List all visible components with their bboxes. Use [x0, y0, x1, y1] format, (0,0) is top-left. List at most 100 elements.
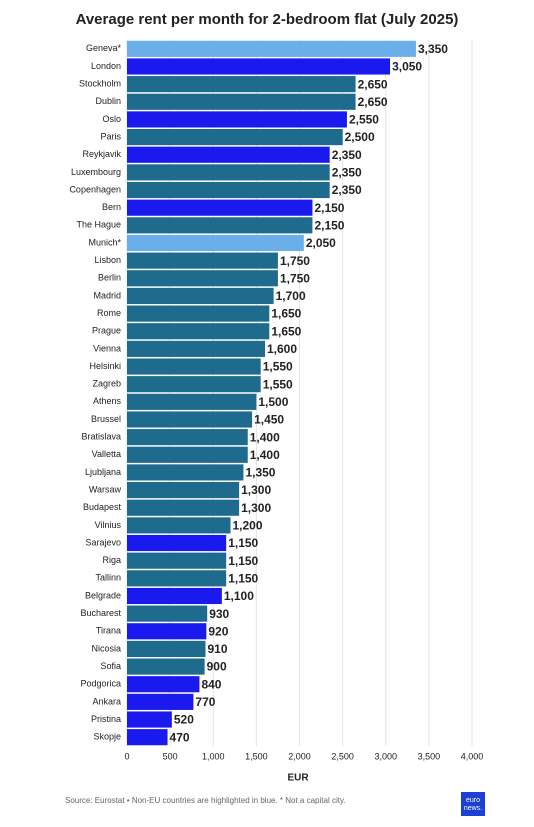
y-tick-label: Vilnius	[95, 520, 122, 530]
value-label: 1,550	[263, 377, 293, 391]
y-tick-label: Bratislava	[81, 432, 121, 442]
bar	[127, 693, 194, 710]
y-tick-label: Vienna	[93, 343, 121, 353]
chart-title: Average rent per month for 2-bedroom fla…	[76, 11, 459, 28]
value-label: 840	[201, 677, 221, 691]
y-tick-label: Sarajevo	[85, 537, 121, 547]
bar	[127, 376, 261, 393]
bar	[127, 446, 248, 463]
value-label: 2,350	[332, 148, 362, 162]
bar	[127, 217, 313, 234]
y-tick-label: Madrid	[93, 290, 121, 300]
value-label: 1,150	[228, 536, 258, 550]
value-label: 900	[207, 660, 227, 674]
x-tick-label: 1,000	[202, 751, 225, 761]
y-tick-label: Luxembourg	[71, 167, 121, 177]
y-tick-label: Helsinki	[89, 361, 121, 371]
y-tick-label: Sofia	[100, 661, 121, 671]
x-tick-label: 0	[124, 751, 129, 761]
x-tick-label: 2,500	[331, 751, 354, 761]
value-label: 2,150	[314, 218, 344, 232]
value-label: 1,150	[228, 571, 258, 585]
bar	[127, 270, 278, 287]
value-label: 1,750	[280, 254, 310, 268]
bar	[127, 323, 270, 340]
y-tick-label: Dublin	[95, 96, 121, 106]
y-tick-label: Brussel	[91, 414, 121, 424]
bar	[127, 676, 200, 693]
x-tick-label: 3,000	[374, 751, 397, 761]
value-label: 520	[174, 713, 194, 727]
y-tick-label: Athens	[93, 396, 122, 406]
value-label: 1,450	[254, 413, 284, 427]
y-tick-label: Zagreb	[92, 379, 121, 389]
y-tick-label: Geneva*	[86, 43, 122, 53]
value-label: 1,400	[250, 430, 280, 444]
y-tick-label: London	[91, 61, 121, 71]
value-label: 470	[170, 730, 190, 744]
y-tick-label: Paris	[100, 131, 121, 141]
bar	[127, 358, 261, 375]
value-label: 2,050	[306, 236, 336, 250]
value-label: 770	[195, 695, 215, 709]
source: Source: Eurostat • Non-EU countries are …	[65, 796, 346, 805]
bar	[127, 58, 391, 75]
bar	[127, 534, 227, 552]
value-label: 2,350	[332, 183, 362, 197]
bar	[127, 729, 168, 746]
bar	[127, 711, 172, 728]
value-label: 1,550	[263, 360, 293, 374]
y-tick-label: Riga	[102, 555, 121, 565]
bar	[127, 429, 248, 446]
bar	[127, 552, 227, 569]
value-label: 3,050	[392, 60, 422, 74]
value-label: 1,350	[245, 466, 275, 480]
bar	[127, 199, 313, 216]
bar	[127, 40, 416, 57]
bar	[127, 111, 347, 128]
y-tick-label: Pristina	[91, 714, 121, 724]
value-label: 1,200	[233, 519, 263, 533]
x-tick-label: 1,500	[245, 751, 268, 761]
bar	[127, 287, 274, 304]
bar	[127, 464, 244, 481]
bar	[127, 658, 205, 675]
bar	[127, 587, 222, 605]
value-label: 1,500	[258, 395, 288, 409]
value-label: 2,650	[358, 77, 388, 91]
value-label: 1,650	[271, 324, 301, 338]
value-label: 1,750	[280, 271, 310, 285]
bar	[127, 181, 330, 199]
bar	[127, 164, 330, 181]
bar	[127, 305, 270, 322]
y-tick-label: Munich*	[88, 237, 121, 247]
bar	[127, 129, 343, 146]
bar	[127, 482, 240, 499]
bar	[127, 93, 356, 110]
y-tick-label: Prague	[92, 326, 121, 336]
x-tick-label: 2,000	[288, 751, 311, 761]
value-label: 2,350	[332, 166, 362, 180]
value-label: 3,350	[418, 42, 448, 56]
y-tick-label: Podgorica	[80, 679, 121, 689]
y-tick-label: Ljubljana	[85, 467, 121, 477]
bar	[127, 234, 304, 252]
value-label: 1,650	[271, 307, 301, 321]
y-tick-label: Tallinn	[95, 573, 121, 583]
y-tick-label: Ankara	[92, 696, 121, 706]
y-tick-label: Nicosia	[91, 643, 121, 653]
bar	[127, 252, 278, 269]
bar	[127, 340, 265, 357]
x-axis-label: EUR	[287, 773, 309, 784]
y-tick-label: Berlin	[98, 273, 121, 283]
value-label: 1,400	[250, 448, 280, 462]
value-label: 1,150	[228, 554, 258, 568]
y-tick-label: Valletta	[92, 449, 121, 459]
x-tick-label: 4,000	[461, 751, 484, 761]
y-tick-label: Stockholm	[79, 79, 121, 89]
value-label: 2,500	[345, 130, 375, 144]
value-label: 1,700	[276, 289, 306, 303]
bar	[127, 76, 356, 93]
logo-text: news.	[464, 805, 482, 812]
